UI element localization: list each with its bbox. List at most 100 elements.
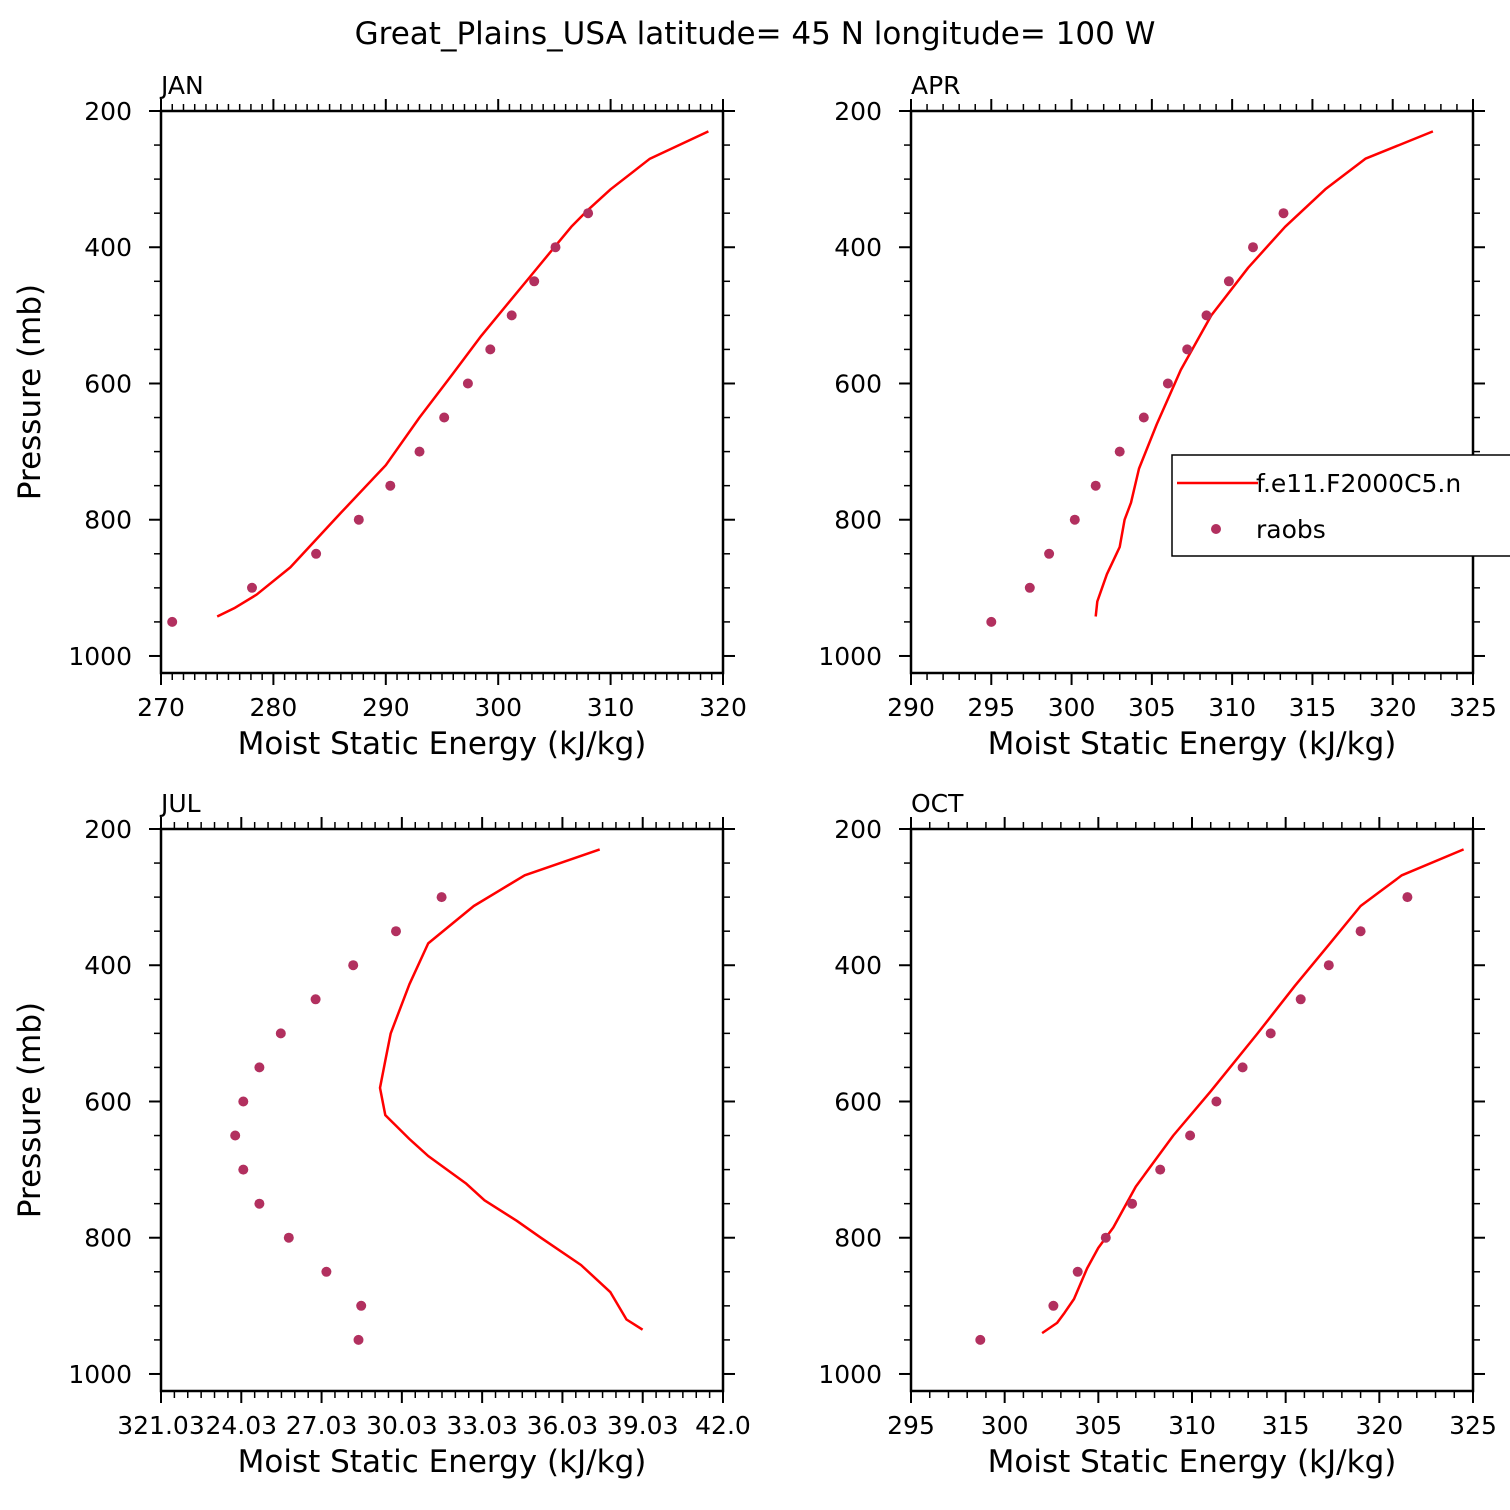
x-tick-label-320: 320 [699, 693, 747, 722]
panel-label: APR [911, 71, 961, 100]
plot-frame [159, 109, 725, 675]
raobs-point [1223, 276, 1234, 287]
raobs-point [238, 1096, 249, 1107]
x-tick-label-295: 295 [887, 1411, 935, 1440]
x-tick-label-325: 325 [1449, 693, 1497, 722]
raobs-point [1323, 960, 1334, 971]
panel-oct: OCT 295 300 305 310 315 320 325 200 400 600 800 1000… [818, 789, 1496, 1480]
raobs-point [238, 1164, 249, 1175]
y-tick-label-400: 400 [84, 233, 132, 262]
x-tick-label-325: 325 [1449, 1411, 1497, 1440]
raobs-point [1278, 208, 1289, 219]
raobs-point [1127, 1198, 1138, 1209]
figure-title: Great_Plains_USA latitude= 45 N longitud… [355, 16, 1156, 52]
raobs-point [283, 1232, 294, 1243]
x-tick-label-290: 290 [362, 693, 410, 722]
x-tick-label-315: 315 [1262, 1411, 1310, 1440]
y-tick-label-800: 800 [84, 1224, 132, 1253]
legend-label-raobs: raobs [1256, 515, 1326, 544]
raobs-point [353, 1334, 364, 1345]
raobs-point [353, 514, 364, 525]
raobs-point [462, 378, 473, 389]
panel-label: JAN [159, 71, 204, 100]
x-tick-label-321-03: 321.03 [117, 1411, 204, 1440]
x-tick-label-320: 320 [1355, 1411, 1403, 1440]
x-tick-label-310: 310 [587, 693, 635, 722]
series-line-model [1094, 130, 1434, 617]
raobs-point [167, 616, 178, 627]
x-tick-label-27-03: 27.03 [286, 1411, 358, 1440]
legend-dot-swatch [1211, 524, 1221, 534]
y-axis-title: Pressure (mb) [12, 1002, 48, 1218]
raobs-point [1237, 1062, 1248, 1073]
legend-box [1171, 454, 1510, 557]
y-tick-label-600: 600 [834, 369, 882, 398]
raobs-point [986, 616, 997, 627]
series-line-model [378, 848, 644, 1331]
y-tick-label-400: 400 [834, 233, 882, 262]
raobs-point [1069, 514, 1080, 525]
raobs-point [1265, 1028, 1276, 1039]
y-tick-label-1000: 1000 [818, 642, 882, 671]
panel-apr: APR 290 295 300 305 310 315 320 325 200 400 600 800 1… [818, 71, 1496, 762]
raobs-point [1048, 1300, 1059, 1311]
panel-label: JUL [159, 789, 201, 818]
x-axis-title: Moist Static Energy (kJ/kg) [238, 1444, 647, 1480]
raobs-point [1072, 1266, 1083, 1277]
x-tick-label-36-03: 36.03 [527, 1411, 599, 1440]
x-tick-label-24-03: 24.03 [205, 1411, 277, 1440]
x-tick-label-39-03: 39.03 [607, 1411, 679, 1440]
raobs-point [1355, 926, 1366, 937]
panel-jul: JUL 321.03 24.03 27.03 30.03 33.03 36.03 39.03 4… [12, 789, 751, 1480]
x-tick-label-305: 305 [1074, 1411, 1122, 1440]
x-tick-label-320: 320 [1369, 693, 1417, 722]
x-tick-label-315: 315 [1289, 693, 1337, 722]
raobs-point [1295, 994, 1306, 1005]
raobs-point [550, 242, 561, 253]
y-tick-label-1000: 1000 [818, 1360, 882, 1389]
x-tick-label-33-03: 33.03 [446, 1411, 518, 1440]
raobs-point [230, 1130, 241, 1141]
raobs-point [1182, 344, 1193, 355]
raobs-point [1211, 1096, 1222, 1107]
raobs-point [1185, 1130, 1196, 1141]
raobs-point [356, 1300, 367, 1311]
y-tick-label-800: 800 [834, 1224, 882, 1253]
y-tick-label-200: 200 [834, 815, 882, 844]
panel-jan: JAN 270 280 290 300 310 320 200 400 600 800 1000 Moi… [12, 71, 747, 762]
raobs-point [975, 1334, 986, 1345]
y-tick-label-600: 600 [834, 1087, 882, 1116]
raobs-point [414, 446, 425, 457]
y-tick-label-1000: 1000 [68, 1360, 132, 1389]
y-tick-label-200: 200 [84, 97, 132, 126]
raobs-point [310, 994, 321, 1005]
x-tick-label-30-03: 30.03 [366, 1411, 438, 1440]
x-tick-label-305: 305 [1128, 693, 1176, 722]
raobs-point [439, 412, 450, 423]
x-tick-label-295: 295 [967, 693, 1015, 722]
x-axis-title: Moist Static Energy (kJ/kg) [988, 1444, 1397, 1480]
raobs-point [275, 1028, 286, 1039]
legend-label-model: f.e11.F2000C5.n [1256, 469, 1461, 498]
series-line-model [1041, 848, 1465, 1335]
raobs-point [254, 1198, 265, 1209]
legend: f.e11.F2000C5.n raobs [1171, 454, 1510, 557]
x-tick-label-300: 300 [981, 1411, 1029, 1440]
raobs-point [247, 582, 257, 593]
raobs-point [385, 480, 396, 491]
y-tick-label-600: 600 [84, 369, 132, 398]
x-tick-label-310: 310 [1168, 1411, 1216, 1440]
raobs-point [506, 310, 517, 321]
raobs-point [529, 276, 540, 287]
raobs-point [321, 1266, 332, 1277]
raobs-point [1114, 446, 1125, 457]
y-tick-label-400: 400 [834, 951, 882, 980]
y-tick-label-800: 800 [834, 506, 882, 535]
raobs-point [1248, 242, 1258, 253]
x-tick-label-300: 300 [1048, 693, 1096, 722]
plot-frame [909, 109, 1475, 675]
raobs-point [1024, 582, 1035, 593]
raobs-point [485, 344, 496, 355]
x-tick-label-270: 270 [137, 693, 185, 722]
x-tick-label-310: 310 [1208, 693, 1256, 722]
